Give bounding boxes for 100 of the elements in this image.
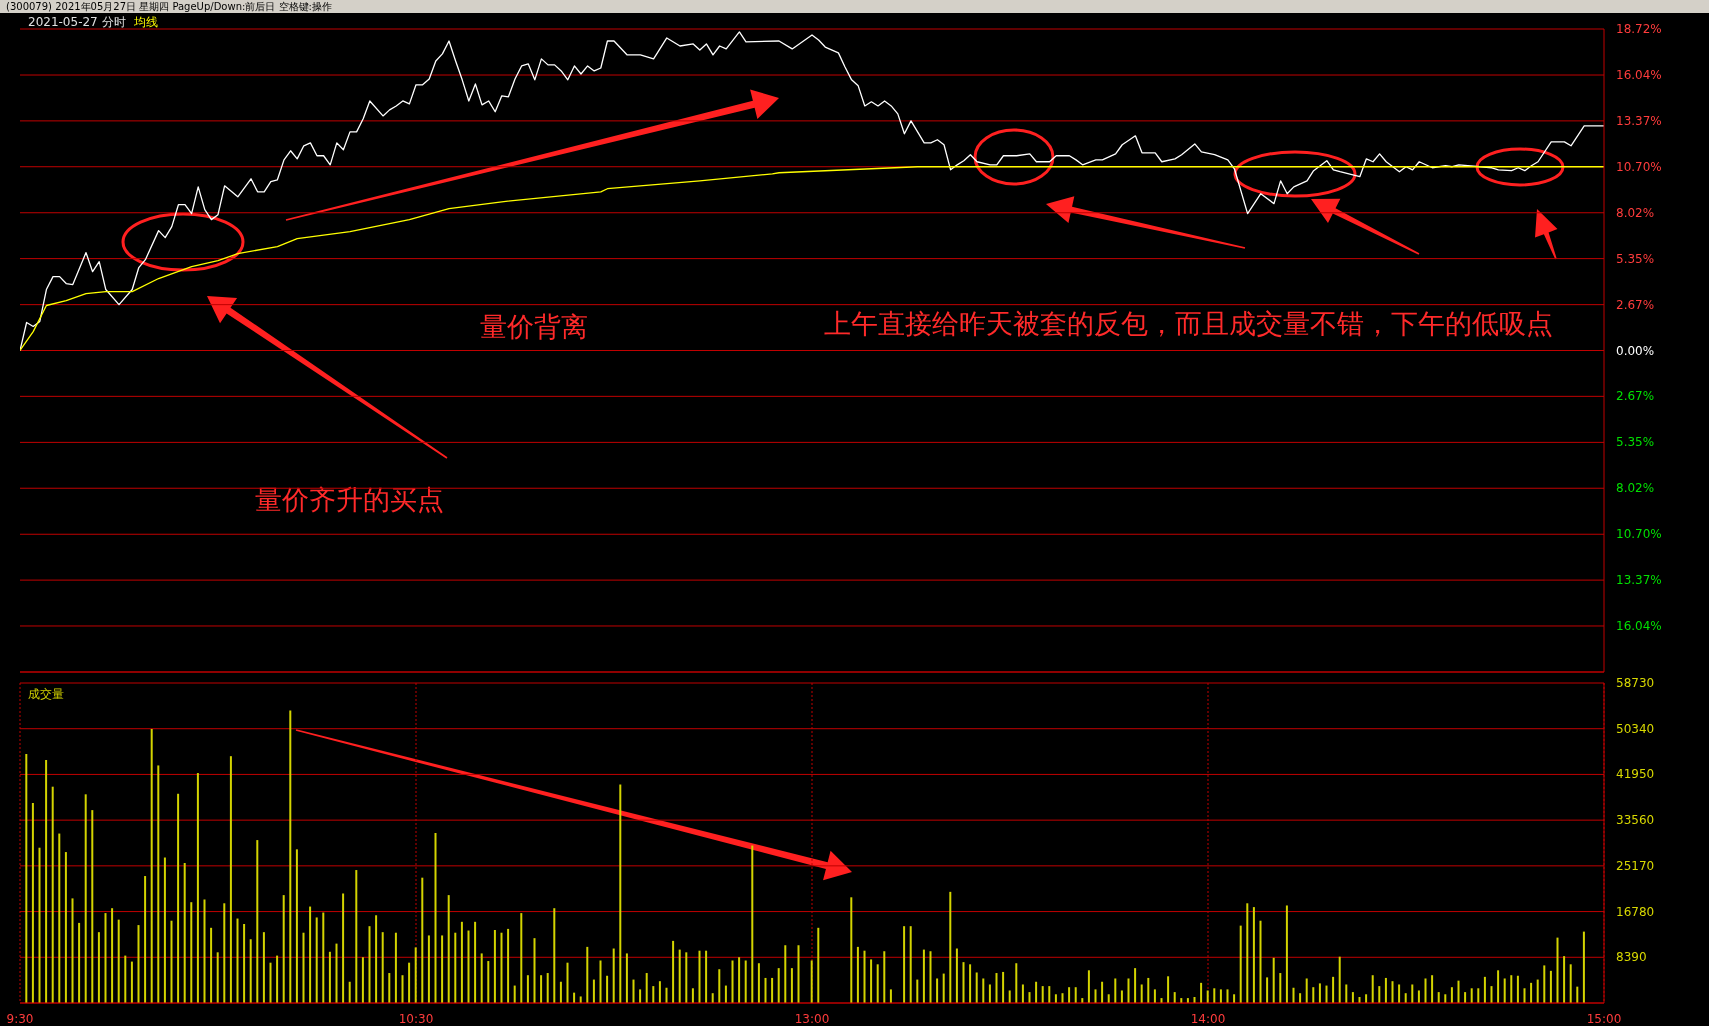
bar	[1028, 992, 1031, 1003]
bar	[1411, 984, 1414, 1003]
bar	[1391, 981, 1394, 1003]
y-tick-label: 10.70%	[1616, 527, 1662, 542]
bar	[1503, 978, 1506, 1003]
bar	[1008, 990, 1011, 1003]
bar	[1134, 968, 1137, 1003]
y-tick-label: 16.04%	[1616, 618, 1662, 633]
bar	[1312, 987, 1315, 1003]
bar	[1101, 981, 1104, 1003]
bar	[870, 959, 873, 1003]
bar	[1530, 982, 1533, 1003]
bar	[988, 984, 991, 1003]
bar	[282, 895, 285, 1003]
bar	[942, 973, 945, 1003]
bar	[652, 986, 655, 1003]
bar	[955, 948, 958, 1003]
bar	[678, 949, 681, 1003]
bar	[1233, 994, 1236, 1003]
bar	[302, 932, 305, 1003]
bar	[962, 962, 965, 1003]
bar	[566, 962, 569, 1003]
bar	[592, 979, 595, 1003]
bar	[144, 876, 147, 1003]
bar	[612, 948, 615, 1003]
bar	[540, 975, 543, 1003]
bar	[342, 893, 345, 1003]
bar	[177, 793, 180, 1003]
bar	[1536, 979, 1539, 1003]
bar	[685, 952, 688, 1003]
text: 均线	[133, 14, 158, 31]
bar	[1365, 994, 1368, 1003]
bar	[1431, 975, 1434, 1003]
bar	[454, 932, 457, 1003]
bar	[361, 957, 364, 1003]
bar	[718, 969, 721, 1003]
bar	[1497, 970, 1500, 1003]
bar	[124, 955, 127, 1003]
bar	[625, 953, 628, 1003]
y-tick-label: 0.00%	[1616, 343, 1655, 358]
bar	[1035, 981, 1038, 1003]
bar	[1483, 976, 1486, 1003]
bar	[1404, 993, 1407, 1003]
annotation: 量价背离	[480, 310, 589, 344]
bar	[757, 963, 760, 1003]
bar	[916, 979, 919, 1003]
bar	[738, 957, 741, 1003]
bar	[375, 915, 378, 1003]
bar	[1094, 989, 1097, 1003]
bar	[658, 981, 661, 1003]
bar	[1345, 984, 1348, 1003]
bar	[269, 962, 272, 1003]
bar	[1279, 973, 1282, 1003]
bar	[295, 849, 298, 1003]
bar	[784, 945, 787, 1003]
bar	[394, 932, 397, 1003]
bar	[229, 756, 232, 1003]
bar	[1002, 971, 1005, 1003]
bar	[1167, 976, 1170, 1003]
y-tick-label: 18.72%	[1616, 22, 1662, 36]
bar	[1569, 964, 1572, 1003]
bar	[1061, 993, 1064, 1003]
x-tick-label: 9:30	[6, 1012, 34, 1026]
bar	[1054, 994, 1057, 1003]
bar	[606, 975, 609, 1003]
bar	[632, 979, 635, 1003]
text: 成交量	[28, 686, 64, 703]
bar	[51, 786, 54, 1003]
bar	[1272, 957, 1275, 1003]
bar	[474, 921, 477, 1003]
y-tick-label: 5.35%	[1616, 251, 1655, 266]
bar	[1437, 992, 1440, 1003]
bar	[507, 928, 510, 1003]
bar	[150, 728, 153, 1003]
bar	[982, 978, 985, 1003]
annotation: 量价齐升的买点	[255, 483, 445, 517]
y-tick-label: 13.37%	[1616, 573, 1662, 588]
bar	[711, 993, 714, 1003]
y-tick-label: 8390	[1616, 950, 1647, 965]
y-tick-label: 8.02%	[1616, 205, 1655, 220]
y-tick-label: 25170	[1616, 858, 1655, 873]
bar	[1543, 965, 1546, 1003]
bar	[969, 964, 972, 1003]
bar	[1226, 989, 1229, 1003]
bar	[949, 891, 952, 1003]
bar	[533, 938, 536, 1003]
bar	[348, 981, 351, 1003]
bar	[1563, 956, 1566, 1003]
bar	[1576, 986, 1579, 1003]
bar	[1450, 987, 1453, 1003]
bar	[929, 951, 932, 1003]
bar	[203, 899, 206, 1003]
bar	[401, 975, 404, 1003]
bar	[1153, 989, 1156, 1003]
bar	[909, 926, 912, 1003]
bar	[1417, 990, 1420, 1003]
bar	[1219, 989, 1222, 1003]
bar	[117, 919, 120, 1003]
bar	[1140, 984, 1143, 1003]
bar	[513, 985, 516, 1003]
